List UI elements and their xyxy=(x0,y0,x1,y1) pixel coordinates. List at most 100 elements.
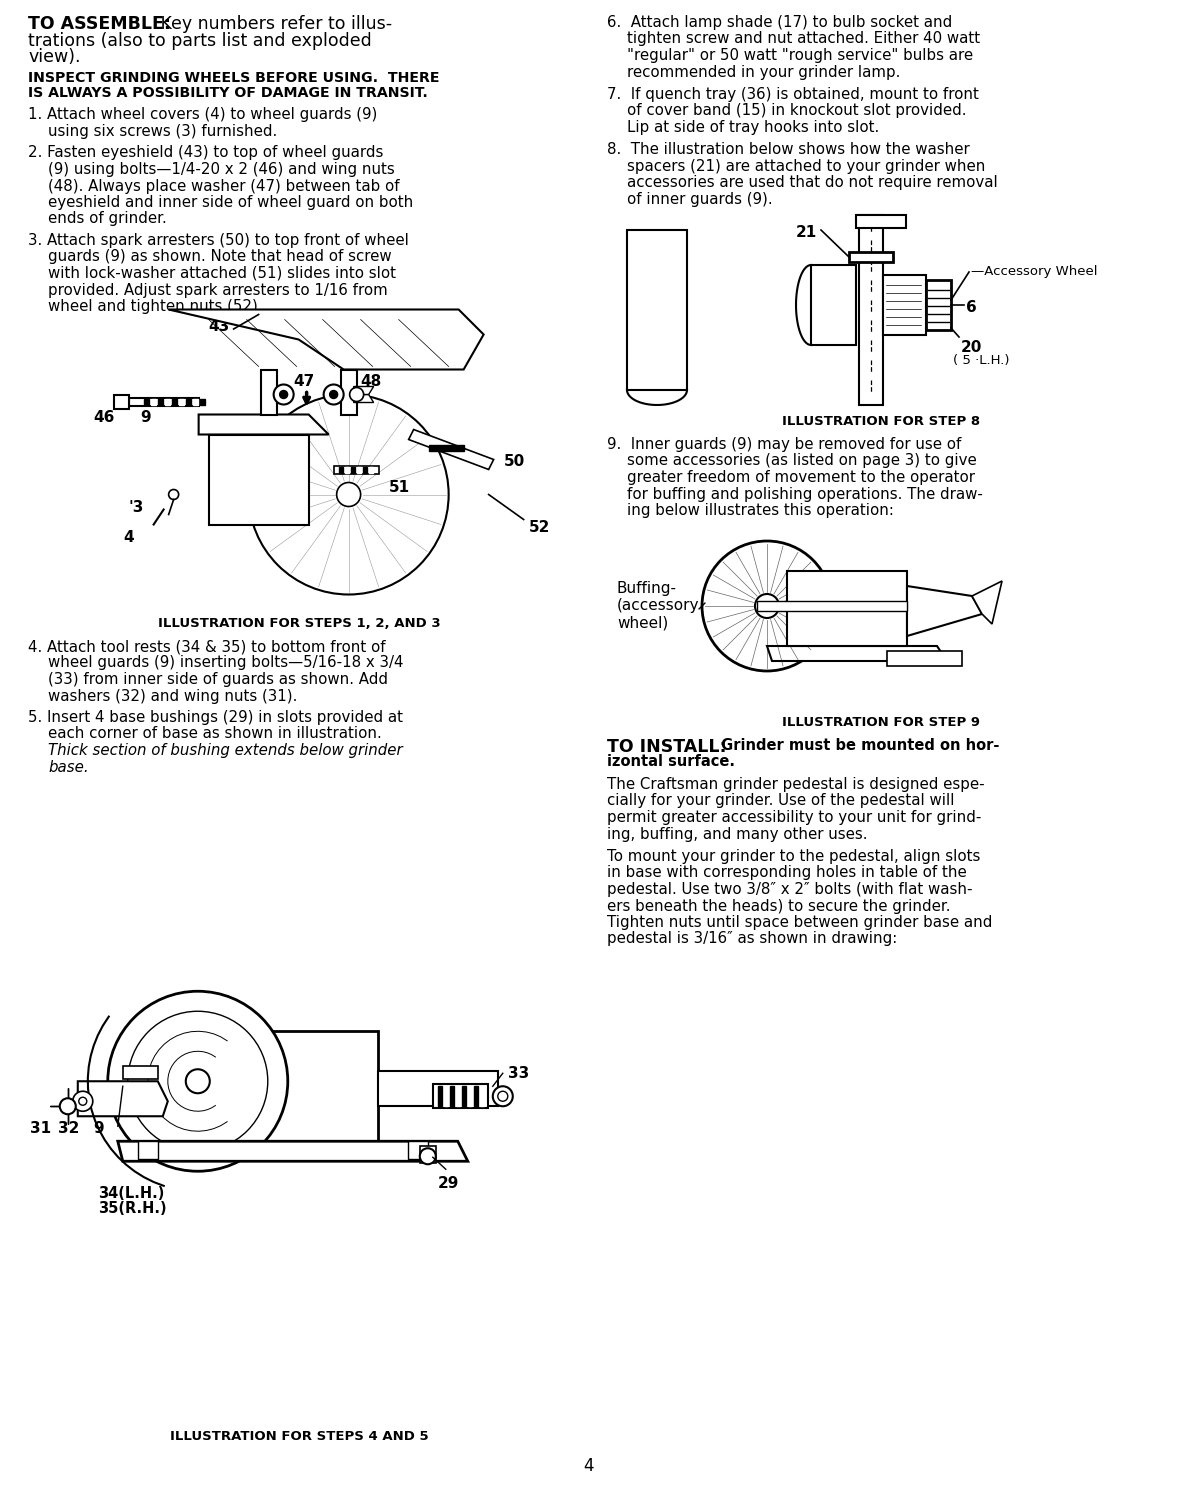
Polygon shape xyxy=(419,1146,436,1163)
Polygon shape xyxy=(128,397,199,406)
Text: 47: 47 xyxy=(293,375,315,390)
Polygon shape xyxy=(218,1032,378,1141)
Text: —Accessory Wheel: —Accessory Wheel xyxy=(971,265,1098,278)
Text: ends of grinder.: ends of grinder. xyxy=(48,211,167,226)
Text: spacers (21) are attached to your grinder when: spacers (21) are attached to your grinde… xyxy=(627,159,985,174)
Text: ( 5 ·L.H.): ( 5 ·L.H.) xyxy=(953,354,1010,367)
Polygon shape xyxy=(438,1086,442,1106)
Text: wheel and tighten nuts (52).: wheel and tighten nuts (52). xyxy=(48,299,263,314)
Text: INSPECT GRINDING WHEELS BEFORE USING.  THERE: INSPECT GRINDING WHEELS BEFORE USING. TH… xyxy=(28,70,439,85)
Polygon shape xyxy=(165,399,170,404)
Circle shape xyxy=(249,394,449,595)
Polygon shape xyxy=(849,251,893,262)
Text: 43: 43 xyxy=(209,320,230,335)
Text: 9: 9 xyxy=(93,1121,104,1136)
Polygon shape xyxy=(340,369,357,415)
Text: 9: 9 xyxy=(140,409,151,424)
Text: ILLUSTRATION FOR STEPS 4 AND 5: ILLUSTRATION FOR STEPS 4 AND 5 xyxy=(170,1430,429,1442)
Polygon shape xyxy=(757,601,907,611)
Text: greater freedom of movement to the operator: greater freedom of movement to the opera… xyxy=(627,470,975,485)
Text: 1. Attach wheel covers (4) to wheel guards (9): 1. Attach wheel covers (4) to wheel guar… xyxy=(28,107,377,122)
Polygon shape xyxy=(260,369,277,415)
Polygon shape xyxy=(118,1141,468,1161)
Text: washers (32) and wing nuts (31).: washers (32) and wing nuts (31). xyxy=(48,688,297,703)
Polygon shape xyxy=(144,399,148,404)
Polygon shape xyxy=(429,445,464,451)
Text: base.: base. xyxy=(48,760,88,775)
Polygon shape xyxy=(351,467,355,473)
Polygon shape xyxy=(363,467,366,473)
Polygon shape xyxy=(168,309,484,369)
Text: ing, buffing, and many other uses.: ing, buffing, and many other uses. xyxy=(607,827,867,842)
Polygon shape xyxy=(972,581,1002,625)
Polygon shape xyxy=(767,645,947,662)
Text: pedestal is 3/16″ as shown in drawing:: pedestal is 3/16″ as shown in drawing: xyxy=(607,931,898,947)
Text: 4. Attach tool rests (34 & 35) to bottom front of: 4. Attach tool rests (34 & 35) to bottom… xyxy=(28,639,385,654)
Text: 7.  If quench tray (36) is obtained, mount to front: 7. If quench tray (36) is obtained, moun… xyxy=(607,88,979,103)
Text: 50: 50 xyxy=(504,455,525,470)
Polygon shape xyxy=(209,434,309,525)
Text: 2. Fasten eyeshield (43) to top of wheel guards: 2. Fasten eyeshield (43) to top of wheel… xyxy=(28,146,383,161)
Text: Tighten nuts until space between grinder base and: Tighten nuts until space between grinder… xyxy=(607,915,992,929)
Text: cially for your grinder. Use of the pedestal will: cially for your grinder. Use of the pede… xyxy=(607,794,954,809)
Circle shape xyxy=(60,1099,75,1114)
Text: of cover band (15) in knockout slot provided.: of cover band (15) in knockout slot prov… xyxy=(627,104,966,119)
Polygon shape xyxy=(907,586,982,636)
Polygon shape xyxy=(856,216,906,228)
Circle shape xyxy=(79,1097,87,1105)
Polygon shape xyxy=(378,1071,498,1106)
Circle shape xyxy=(273,385,293,404)
Polygon shape xyxy=(151,399,155,404)
Text: 20: 20 xyxy=(961,341,982,355)
Circle shape xyxy=(350,388,364,401)
Text: IS ALWAYS A POSSIBILITY OF DAMAGE IN TRANSIT.: IS ALWAYS A POSSIBILITY OF DAMAGE IN TRA… xyxy=(28,86,428,100)
Text: in base with corresponding holes in table of the: in base with corresponding holes in tabl… xyxy=(607,865,967,880)
Text: 3. Attach spark arresters (50) to top front of wheel: 3. Attach spark arresters (50) to top fr… xyxy=(28,233,409,248)
Text: Lip at side of tray hooks into slot.: Lip at side of tray hooks into slot. xyxy=(627,120,879,135)
Text: 6: 6 xyxy=(966,300,977,315)
Polygon shape xyxy=(462,1086,465,1106)
Text: 33: 33 xyxy=(508,1066,529,1081)
Circle shape xyxy=(498,1091,508,1102)
Circle shape xyxy=(337,482,360,507)
Text: ing below illustrates this operation:: ing below illustrates this operation: xyxy=(627,503,894,517)
Text: 4: 4 xyxy=(584,1457,594,1475)
Polygon shape xyxy=(186,399,191,404)
Text: recommended in your grinder lamp.: recommended in your grinder lamp. xyxy=(627,64,900,79)
Text: accessories are used that do not require removal: accessories are used that do not require… xyxy=(627,175,998,190)
Text: izontal surface.: izontal surface. xyxy=(607,754,735,769)
Text: each corner of base as shown in illustration.: each corner of base as shown in illustra… xyxy=(48,727,382,742)
Polygon shape xyxy=(113,394,128,409)
Text: 8.  The illustration below shows how the washer: 8. The illustration below shows how the … xyxy=(607,143,969,158)
Text: 4: 4 xyxy=(124,529,134,544)
Text: (33) from inner side of guards as shown. Add: (33) from inner side of guards as shown.… xyxy=(48,672,388,687)
Text: 35(R.H.): 35(R.H.) xyxy=(98,1201,166,1216)
Text: "regular" or 50 watt "rough service" bulbs are: "regular" or 50 watt "rough service" bul… xyxy=(627,48,973,62)
Text: 52: 52 xyxy=(529,519,550,534)
Text: permit greater accessibility to your unit for grind-: permit greater accessibility to your uni… xyxy=(607,810,981,825)
Text: ILLUSTRATION FOR STEP 8: ILLUSTRATION FOR STEP 8 xyxy=(782,415,980,428)
Polygon shape xyxy=(432,1084,488,1108)
Text: trations (also to parts list and exploded: trations (also to parts list and explode… xyxy=(28,31,372,49)
Text: some accessories (as listed on page 3) to give: some accessories (as listed on page 3) t… xyxy=(627,454,977,468)
Polygon shape xyxy=(138,1141,158,1160)
Polygon shape xyxy=(884,275,926,335)
Text: 6.  Attach lamp shade (17) to bulb socket and: 6. Attach lamp shade (17) to bulb socket… xyxy=(607,15,952,30)
Text: (48). Always place washer (47) between tab of: (48). Always place washer (47) between t… xyxy=(48,178,399,193)
Polygon shape xyxy=(409,430,494,470)
Polygon shape xyxy=(199,415,329,434)
Text: 21: 21 xyxy=(796,225,818,239)
Polygon shape xyxy=(158,399,163,404)
Text: '3: '3 xyxy=(128,500,144,515)
Polygon shape xyxy=(479,1086,484,1106)
Polygon shape xyxy=(338,467,343,473)
Text: eyeshield and inner side of wheel guard on both: eyeshield and inner side of wheel guard … xyxy=(48,195,413,210)
Text: guards (9) as shown. Note that head of screw: guards (9) as shown. Note that head of s… xyxy=(48,250,391,265)
Text: 9.  Inner guards (9) may be removed for use of: 9. Inner guards (9) may be removed for u… xyxy=(607,437,961,452)
Text: view).: view). xyxy=(28,48,80,65)
Text: pedestal. Use two 3/8″ x 2″ bolts (with flat wash-: pedestal. Use two 3/8″ x 2″ bolts (with … xyxy=(607,882,973,897)
Polygon shape xyxy=(450,1086,454,1106)
Text: TO ASSEMBLE:: TO ASSEMBLE: xyxy=(28,15,171,33)
Polygon shape xyxy=(172,399,177,404)
Polygon shape xyxy=(333,465,378,473)
